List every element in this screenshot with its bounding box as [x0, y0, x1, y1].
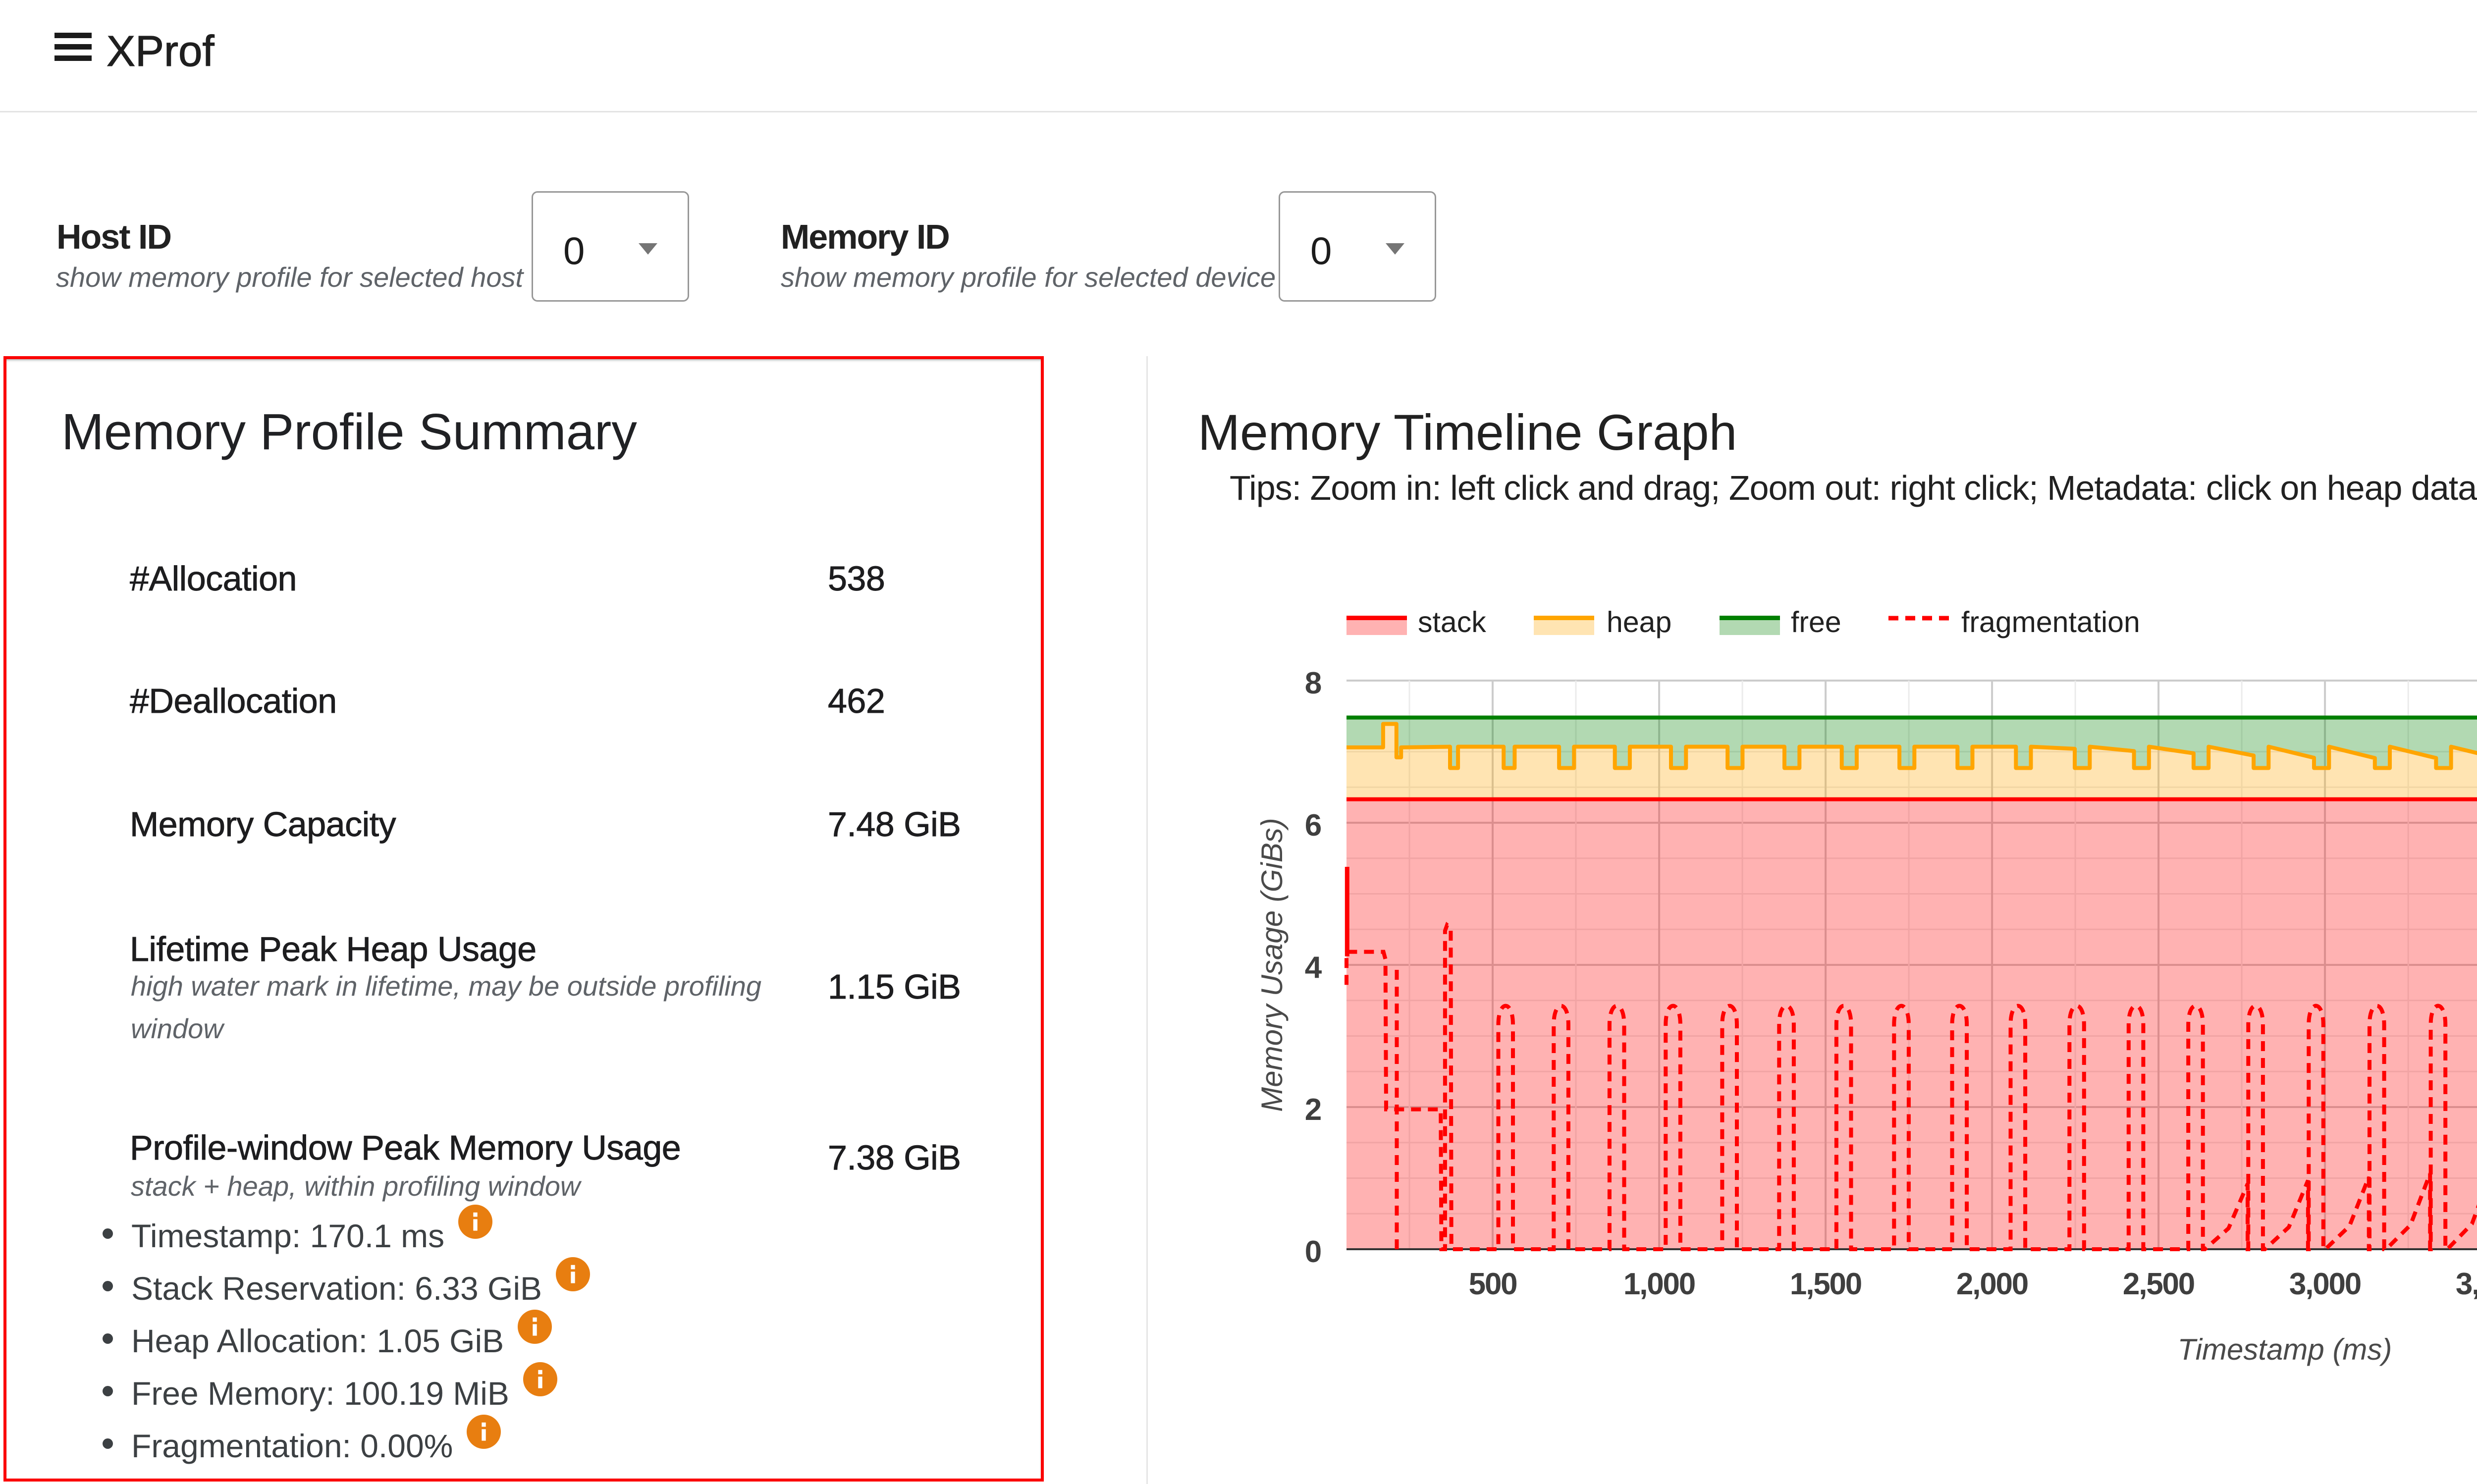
svg-text:2,000: 2,000: [1956, 1267, 2028, 1301]
svg-text:8: 8: [1305, 666, 1321, 700]
svg-text:0: 0: [1305, 1235, 1321, 1269]
svg-text:4: 4: [1305, 951, 1322, 985]
svg-text:Memory Usage (GiBs): Memory Usage (GiBs): [1255, 818, 1289, 1112]
svg-text:1,000: 1,000: [1623, 1267, 1695, 1301]
svg-text:3,000: 3,000: [2289, 1267, 2361, 1301]
svg-text:1,500: 1,500: [1790, 1267, 1861, 1301]
svg-text:500: 500: [1469, 1267, 1517, 1301]
svg-text:3,500: 3,500: [2456, 1267, 2477, 1301]
svg-text:6: 6: [1305, 808, 1321, 843]
svg-text:2,500: 2,500: [2123, 1267, 2194, 1301]
svg-text:2: 2: [1305, 1093, 1321, 1127]
svg-text:Timestamp (ms): Timestamp (ms): [2178, 1333, 2392, 1366]
